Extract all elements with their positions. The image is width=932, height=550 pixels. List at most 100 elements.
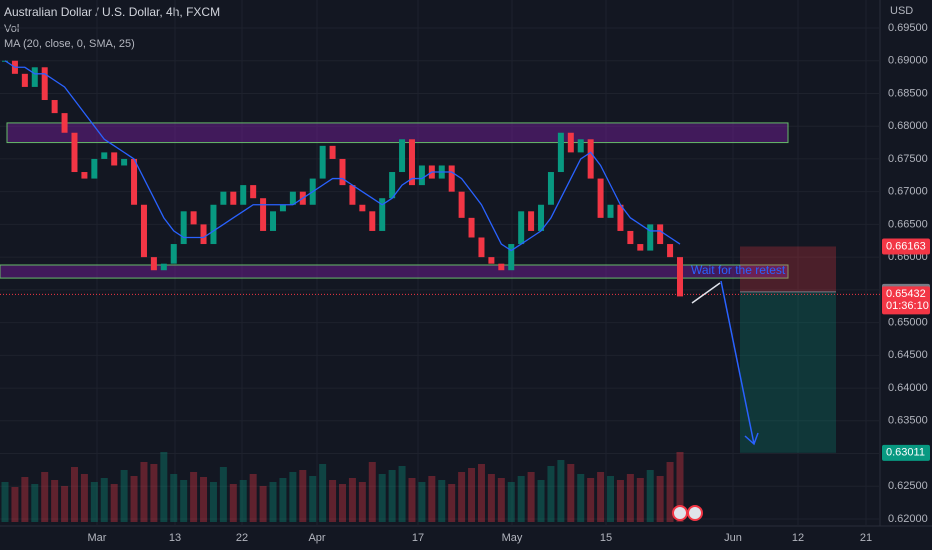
volume-bar — [418, 482, 426, 522]
volume-bar — [319, 464, 327, 522]
last-price-tag-label: 0.65432 — [886, 288, 926, 300]
candle — [131, 158, 138, 205]
volume-bar — [616, 480, 624, 522]
candle — [448, 165, 455, 192]
volume-bar — [507, 482, 515, 522]
volume-bar — [150, 464, 158, 522]
volume-bar — [259, 486, 267, 522]
volume-bar — [646, 470, 654, 522]
y-tick-label: 0.62000 — [888, 513, 928, 525]
y-tick-label: 0.65000 — [888, 317, 928, 329]
candle — [289, 191, 296, 205]
candle — [607, 204, 614, 218]
candle — [21, 73, 28, 87]
candle — [389, 172, 396, 199]
volume-bar — [299, 470, 307, 522]
volume-bar — [438, 480, 446, 522]
ma-line — [4, 60, 681, 252]
candle — [647, 224, 654, 251]
candle — [667, 244, 674, 258]
volume-bar — [458, 472, 466, 522]
candle — [111, 152, 118, 166]
y-tick-label: 0.64500 — [888, 349, 928, 361]
volume-bar — [1, 482, 9, 522]
zone — [0, 264, 789, 279]
volume-bar — [130, 476, 138, 522]
candle — [270, 211, 277, 231]
candle — [637, 244, 644, 251]
volume-bar — [428, 476, 436, 522]
volume-bar — [90, 482, 98, 522]
candle — [51, 100, 58, 114]
candle — [200, 224, 207, 245]
candle — [617, 204, 624, 231]
annotation-line — [691, 282, 721, 304]
volume-bar — [329, 480, 337, 522]
candle — [408, 139, 415, 186]
candle — [91, 158, 98, 179]
candle — [190, 211, 197, 225]
x-tick-label: 15 — [600, 532, 612, 544]
volume-bar — [209, 482, 217, 522]
volume-bar — [378, 474, 386, 522]
candle — [230, 191, 237, 205]
volume-bar — [517, 476, 525, 522]
candle — [150, 257, 157, 271]
volume-bar — [557, 460, 565, 522]
volume-bar — [626, 474, 634, 522]
forecast-arrow — [720, 280, 759, 446]
candle — [567, 132, 574, 153]
candle — [329, 145, 336, 159]
candle — [359, 204, 366, 212]
volume-bar — [21, 477, 29, 522]
event-icon[interactable] — [672, 505, 688, 521]
candle — [399, 139, 406, 173]
candle — [279, 204, 286, 212]
y-tick-label: 0.68500 — [888, 87, 928, 99]
volume-bar — [339, 484, 346, 522]
volume-bar — [70, 467, 78, 522]
target-tag-label: 0.63011 — [886, 447, 925, 459]
candle — [81, 172, 88, 179]
volume-bar — [368, 462, 376, 522]
volume-bar — [219, 467, 227, 522]
candle — [379, 198, 386, 231]
candle — [101, 152, 108, 159]
volume-bar — [567, 464, 575, 522]
candle — [170, 244, 177, 264]
candle — [160, 263, 167, 271]
x-tick-label: May — [502, 532, 523, 544]
volume-bar — [597, 472, 605, 522]
candle — [240, 185, 247, 205]
event-icon[interactable] — [687, 505, 703, 521]
volume-bar — [358, 482, 366, 522]
x-tick-label: 12 — [792, 532, 804, 544]
candle — [677, 257, 683, 297]
candle — [250, 185, 257, 199]
volume-bar — [537, 480, 545, 522]
candle — [587, 139, 594, 179]
y-tick-label: 0.67500 — [888, 153, 928, 165]
y-tick-label: 0.69500 — [888, 22, 928, 34]
y-tick-label: 0.64000 — [888, 382, 928, 394]
volume-bar — [120, 470, 128, 522]
candle — [538, 204, 545, 231]
y-tick-label: 0.62500 — [888, 480, 928, 492]
volume-bar — [269, 482, 277, 522]
volume-bar — [239, 480, 247, 522]
volume-bar — [527, 472, 535, 522]
candle — [498, 263, 505, 271]
volume-bar — [497, 478, 505, 522]
volume-bar — [656, 476, 664, 522]
candle — [319, 145, 326, 179]
y-tick-label: 0.66500 — [888, 218, 928, 230]
candle — [140, 204, 147, 258]
currency-label: USD — [890, 5, 913, 17]
volume-bar — [249, 474, 257, 522]
volume-bar — [289, 472, 297, 522]
countdown-label: 01:36:10 — [886, 300, 929, 312]
candle — [508, 244, 515, 271]
target-zone — [740, 291, 836, 453]
